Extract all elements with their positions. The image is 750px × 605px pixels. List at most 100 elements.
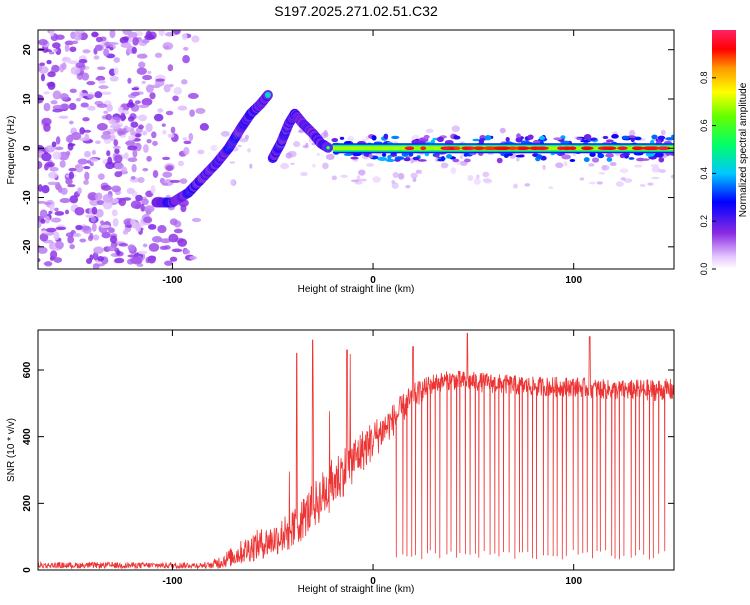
noise-blob: [620, 176, 626, 181]
halo-blob: [657, 135, 666, 140]
noise-blob: [297, 129, 304, 133]
noise-blob: [142, 167, 149, 172]
noise-blob: [230, 178, 235, 186]
x-tick-label: -100: [162, 576, 182, 587]
noise-blob: [145, 123, 153, 133]
halo-blob: [381, 152, 387, 157]
noise-blob: [164, 260, 173, 266]
noise-blob: [177, 160, 184, 167]
noise-blob: [651, 166, 661, 173]
noise-blob: [397, 172, 405, 180]
noise-blob: [49, 203, 55, 212]
noise-blob: [79, 92, 90, 97]
noise-blob: [141, 98, 153, 106]
noise-blob: [86, 160, 92, 164]
noise-blob: [609, 161, 617, 167]
colorbar-gradient: [712, 30, 736, 269]
noise-blob: [372, 176, 381, 183]
noise-blob: [100, 224, 111, 229]
halo-blob: [463, 153, 468, 157]
noise-blob: [71, 132, 82, 141]
halo-blob: [440, 156, 446, 162]
halo-blob: [452, 158, 460, 163]
peak-blob: [617, 146, 628, 151]
noise-blob: [177, 238, 188, 247]
noise-blob: [249, 163, 253, 169]
noise-blob: [141, 80, 146, 85]
noise-blob: [412, 177, 417, 182]
halo-blob: [453, 135, 461, 140]
noise-blob: [300, 171, 308, 177]
noise-blob: [109, 30, 116, 39]
noise-blob: [127, 157, 138, 163]
peak-blob: [568, 146, 577, 151]
colorbar-tick-label: 0.4: [699, 167, 709, 180]
noise-blob: [105, 113, 113, 121]
noise-blob: [151, 131, 157, 139]
noise-blob: [142, 74, 153, 81]
noise-blob: [67, 142, 74, 151]
figure-title: S197.2025.271.02.51.C32: [274, 3, 438, 19]
noise-blob: [142, 243, 148, 248]
noise-blob: [75, 97, 81, 102]
noise-blob: [69, 46, 77, 53]
noise-blob: [91, 149, 96, 155]
noise-blob: [103, 110, 109, 115]
noise-blob: [75, 62, 86, 69]
noise-blob: [293, 141, 301, 148]
noise-blob: [555, 162, 564, 169]
halo-blob: [605, 139, 614, 143]
noise-blob: [44, 261, 53, 267]
halo-blob: [423, 134, 430, 139]
noise-blob: [120, 42, 132, 48]
noise-blob: [134, 100, 141, 105]
noise-blob: [96, 103, 108, 108]
colorbar-label: Normalized spectral amplitude: [738, 82, 749, 217]
noise-blob: [140, 203, 145, 212]
noise-blob: [114, 148, 120, 155]
noise-blob: [87, 192, 98, 201]
noise-blob: [148, 242, 160, 252]
noise-blob: [75, 224, 83, 231]
noise-blob: [111, 209, 118, 217]
noise-blob: [82, 117, 90, 122]
noise-blob: [55, 241, 64, 250]
noise-blob: [38, 39, 48, 46]
noise-blob: [588, 181, 597, 185]
noise-blob: [57, 185, 63, 193]
y-tick-label: -10: [22, 190, 33, 205]
noise-blob: [64, 40, 74, 46]
peak-blob: [641, 146, 656, 151]
x-tick-label: 0: [370, 275, 376, 286]
halo-blob: [658, 157, 665, 163]
peak-blob: [404, 146, 413, 151]
noise-blob: [118, 130, 126, 135]
noise-blob: [142, 144, 149, 153]
noise-blob: [179, 178, 188, 185]
noise-blob: [169, 256, 178, 262]
halo-blob: [472, 138, 481, 142]
noise-blobs: [38, 30, 674, 269]
noise-blob: [50, 100, 58, 105]
noise-blob: [38, 220, 42, 228]
noise-blob: [46, 59, 52, 65]
halo-blob: [539, 135, 546, 141]
noise-blob: [331, 175, 338, 181]
noise-blob: [94, 192, 103, 201]
noise-blob: [131, 46, 137, 54]
halo-blob: [561, 154, 571, 160]
noise-blob: [54, 211, 65, 216]
colorbar-tick-label: 0.0: [699, 263, 709, 276]
noise-blob: [44, 215, 50, 224]
noise-blob: [173, 86, 183, 95]
noise-blob: [154, 52, 163, 58]
noise-blob: [53, 48, 58, 52]
noise-blob: [89, 198, 100, 207]
noise-blob: [127, 145, 138, 151]
noise-blob: [499, 127, 506, 134]
halo-blob: [436, 136, 444, 143]
noise-blob: [113, 162, 124, 170]
x-tick-label: 100: [565, 576, 582, 587]
noise-blob: [598, 171, 606, 175]
